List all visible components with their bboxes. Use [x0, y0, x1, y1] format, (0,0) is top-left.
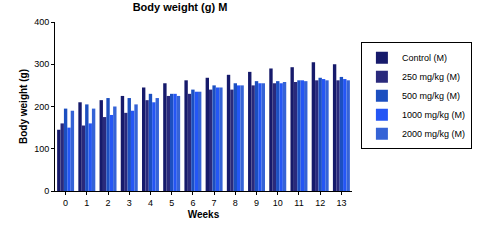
- svg-text:100: 100: [34, 144, 49, 154]
- svg-text:Control (M): Control (M): [402, 53, 447, 63]
- svg-text:5: 5: [169, 198, 174, 208]
- svg-text:0: 0: [44, 186, 49, 196]
- svg-text:400: 400: [34, 17, 49, 27]
- svg-text:3: 3: [127, 198, 132, 208]
- svg-text:Weeks: Weeks: [188, 209, 220, 220]
- svg-text:200: 200: [34, 102, 49, 112]
- svg-text:1: 1: [84, 198, 89, 208]
- svg-text:6: 6: [190, 198, 195, 208]
- svg-text:9: 9: [254, 198, 259, 208]
- svg-text:Body weight (g): Body weight (g): [18, 69, 29, 144]
- svg-text:12: 12: [315, 198, 325, 208]
- svg-text:13: 13: [336, 198, 346, 208]
- svg-text:11: 11: [294, 198, 303, 208]
- svg-text:0: 0: [63, 198, 68, 208]
- svg-text:Body weight (g) M: Body weight (g) M: [133, 1, 228, 13]
- svg-text:4: 4: [148, 198, 153, 208]
- svg-text:10: 10: [273, 198, 283, 208]
- svg-text:500 mg/kg (M): 500 mg/kg (M): [402, 91, 460, 101]
- svg-text:8: 8: [233, 198, 238, 208]
- svg-text:1000 mg/kg (M): 1000 mg/kg (M): [402, 110, 465, 120]
- svg-text:250 mg/kg (M): 250 mg/kg (M): [402, 72, 460, 82]
- svg-text:7: 7: [212, 198, 217, 208]
- svg-text:2: 2: [106, 198, 111, 208]
- svg-text:300: 300: [34, 59, 49, 69]
- svg-text:2000 mg/kg (M): 2000 mg/kg (M): [402, 129, 465, 139]
